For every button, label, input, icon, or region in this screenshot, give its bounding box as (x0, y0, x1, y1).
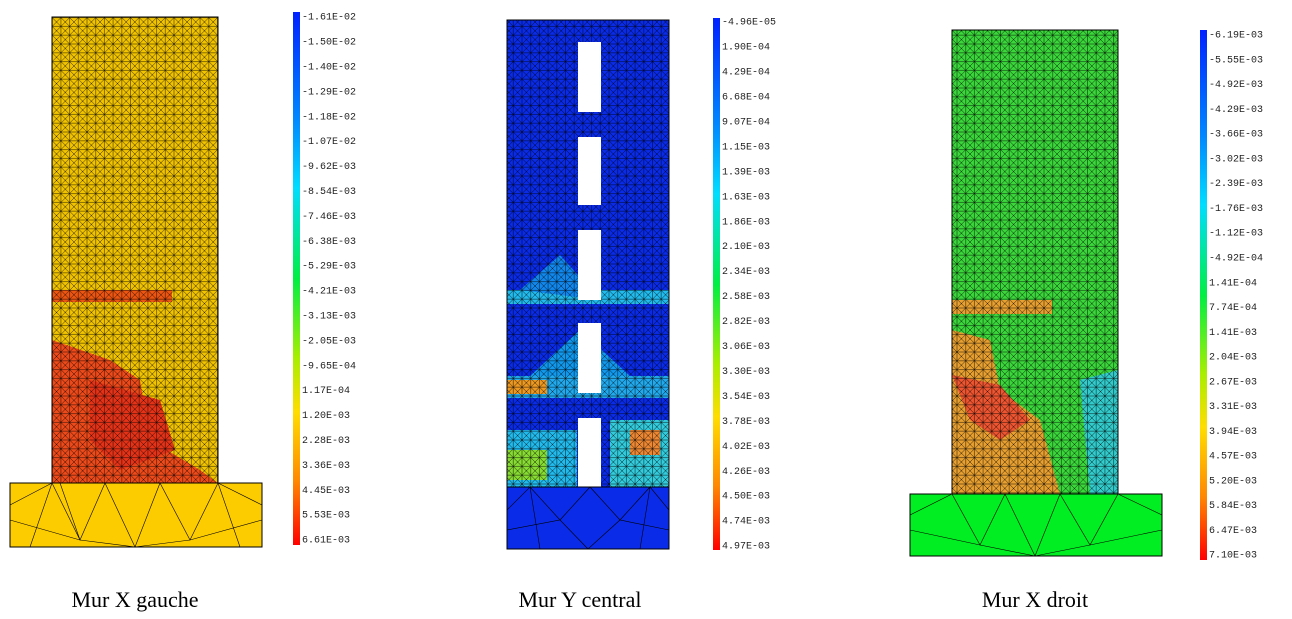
legend-label: 1.39E-03 (722, 167, 770, 178)
legend-label: 4.29E-04 (722, 68, 770, 79)
legend-label: 4.02E-03 (722, 442, 770, 453)
legend-label: 4.74E-03 (722, 517, 770, 528)
legend-label: -5.55E-03 (1209, 55, 1263, 66)
legend-label: 6.47E-03 (1209, 526, 1257, 537)
legend-label: 2.82E-03 (722, 317, 770, 328)
legend-label: 3.54E-03 (722, 392, 770, 403)
legend-label: 1.90E-04 (722, 43, 770, 54)
mesh-left (9, 16, 263, 548)
legend-label: 1.15E-03 (722, 142, 770, 153)
legend-label: 3.94E-03 (1209, 427, 1257, 438)
legend-label: 5.20E-03 (1209, 476, 1257, 487)
legend-label: -2.39E-03 (1209, 179, 1263, 190)
legend-label: -4.92E-04 (1209, 253, 1263, 264)
legend-label: -1.12E-03 (1209, 229, 1263, 240)
legend-label: 3.31E-03 (1209, 402, 1257, 413)
legend-label: -3.13E-03 (302, 311, 356, 322)
legend-label: 4.50E-03 (722, 492, 770, 503)
legend-label: 5.84E-03 (1209, 501, 1257, 512)
legend-label: 2.10E-03 (722, 242, 770, 253)
mesh-center (506, 19, 670, 550)
legend-label: 6.68E-04 (722, 92, 770, 103)
legend-label: 4.97E-03 (722, 542, 770, 553)
legend-label: -9.65E-04 (302, 361, 356, 372)
caption: Mur X droit (982, 587, 1088, 612)
legend-label: -3.66E-03 (1209, 130, 1263, 141)
mesh-right (909, 29, 1163, 557)
legend-label: 1.20E-03 (302, 411, 350, 422)
legend-label: -1.18E-02 (302, 112, 356, 123)
colorbar (713, 18, 720, 550)
legend-label: 6.61E-03 (302, 536, 350, 547)
legend-label: -1.76E-03 (1209, 204, 1263, 215)
legend-label: 5.53E-03 (302, 511, 350, 522)
legend-label: 1.41E-03 (1209, 328, 1257, 339)
legend-label: -1.40E-02 (302, 62, 356, 73)
legend-label: -3.02E-03 (1209, 154, 1263, 165)
legend-label: -1.29E-02 (302, 87, 356, 98)
legend-label: 2.67E-03 (1209, 377, 1257, 388)
legend-label: -4.92E-03 (1209, 80, 1263, 91)
legend-label: 7.10E-03 (1209, 551, 1257, 562)
legend-label: -1.07E-02 (302, 137, 356, 148)
legend-label: -8.54E-03 (302, 187, 356, 198)
legend-label: -6.19E-03 (1209, 31, 1263, 42)
legend-label: -9.62E-03 (302, 162, 356, 173)
legend-label: -1.50E-02 (302, 38, 356, 49)
caption: Mur X gauche (71, 587, 198, 612)
legend-label: -4.96E-05 (722, 18, 776, 29)
legend-label: -2.05E-03 (302, 336, 356, 347)
legend-label: 9.07E-04 (722, 117, 770, 128)
legend-label: 4.26E-03 (722, 467, 770, 478)
legend-label: 1.63E-03 (722, 192, 770, 203)
legend-label: 3.36E-03 (302, 461, 350, 472)
legend-label: -1.61E-02 (302, 13, 356, 24)
legend-label: 3.78E-03 (722, 417, 770, 428)
legend-label: 1.86E-03 (722, 217, 770, 228)
legend-label: 3.06E-03 (722, 342, 770, 353)
caption: Mur Y central (519, 587, 642, 612)
legend-label: 4.45E-03 (302, 486, 350, 497)
colorbar (1200, 30, 1207, 560)
legend-label: 2.34E-03 (722, 267, 770, 278)
legend-label: 2.58E-03 (722, 292, 770, 303)
legend-label: -6.38E-03 (302, 237, 356, 248)
legend-label: 1.17E-04 (302, 386, 350, 397)
legend-label: -4.21E-03 (302, 287, 356, 298)
legend-label: 1.41E-04 (1209, 278, 1257, 289)
legend-label: -7.46E-03 (302, 212, 356, 223)
legend-label: 2.04E-03 (1209, 353, 1257, 364)
legend-label: 3.30E-03 (722, 367, 770, 378)
legend-label: 4.57E-03 (1209, 452, 1257, 463)
legend-label: -4.29E-03 (1209, 105, 1263, 116)
colorbar (293, 12, 300, 545)
legend-label: -5.29E-03 (302, 262, 356, 273)
legend-label: 7.74E-04 (1209, 303, 1257, 314)
legend-label: 2.28E-03 (302, 436, 350, 447)
